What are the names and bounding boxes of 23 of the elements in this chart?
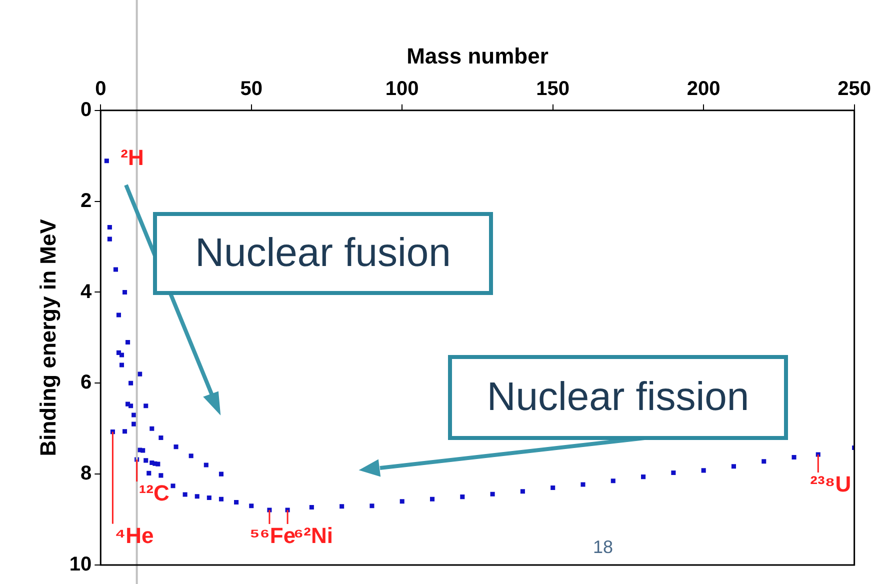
annotation: ⁵⁶Fe [249,523,296,548]
annotation: ⁶²Ni [294,523,334,548]
annotation: Nuclear fusion [153,212,493,295]
y-tick-label: 0 [80,98,92,121]
x-axis-title: Mass number [406,43,549,68]
annotation: ¹²C [138,480,170,506]
annotation: Nuclear fission [448,355,788,440]
y-axis-title: Binding energy in MeV [35,218,60,456]
x-tick-label: 200 [686,78,720,100]
annotation: ²H [120,144,144,170]
x-tick-label: 250 [838,78,872,100]
y-tick-label: 6 [80,372,92,394]
y-tick-label: 10 [69,554,92,576]
x-tick-label: 0 [95,78,106,100]
annotation: ²³⁸U [810,472,852,497]
x-tick-label: 100 [385,78,419,100]
x-tick-label: 50 [240,78,263,100]
y-tick-label: 4 [80,280,93,303]
y-tick-label: 2 [80,190,92,212]
x-tick-label: 150 [536,78,570,100]
annotation: ⁴He [114,522,154,548]
y-tick-label: 8 [80,462,92,485]
annotation: 18 [592,536,614,558]
